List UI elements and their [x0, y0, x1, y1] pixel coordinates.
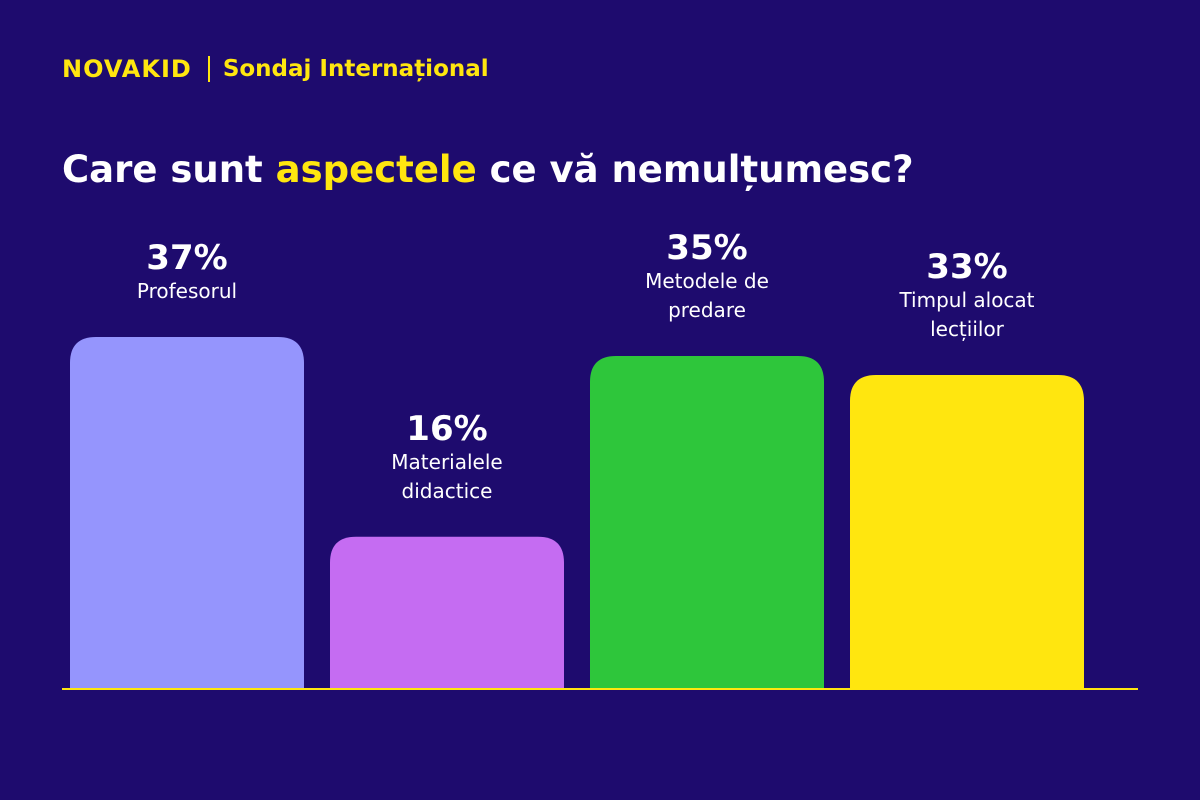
value-label-4: 33% [926, 247, 1007, 287]
bar-3 [590, 356, 824, 689]
category-label-4: lecțiilor [930, 317, 1005, 341]
value-label-2: 16% [406, 409, 487, 449]
bar-1 [70, 337, 304, 689]
category-label-1: Profesorul [137, 279, 237, 303]
title-highlight: aspectele [275, 148, 477, 191]
value-label-3: 35% [666, 228, 747, 268]
header-divider [207, 56, 210, 82]
survey-label: Sondaj Internațional [222, 56, 489, 82]
bar-2 [330, 536, 564, 689]
category-label-3: Metodele de [645, 269, 769, 293]
category-label-3: predare [668, 298, 746, 322]
title-suffix: ce vă nemulțumesc? [476, 148, 914, 191]
value-label-1: 37% [146, 238, 227, 278]
header: NOVAKID Sondaj Internațional [62, 52, 489, 86]
category-label-2: Materialele [391, 450, 502, 474]
bar-4 [850, 375, 1084, 689]
category-label-4: Timpul alocat [898, 288, 1034, 312]
chart-title: Care sunt aspectele ce vă nemulțumesc? [62, 148, 914, 191]
novakid-logo: NOVAKID [62, 55, 192, 83]
category-label-2: didactice [402, 479, 493, 503]
title-prefix: Care sunt [62, 148, 276, 191]
